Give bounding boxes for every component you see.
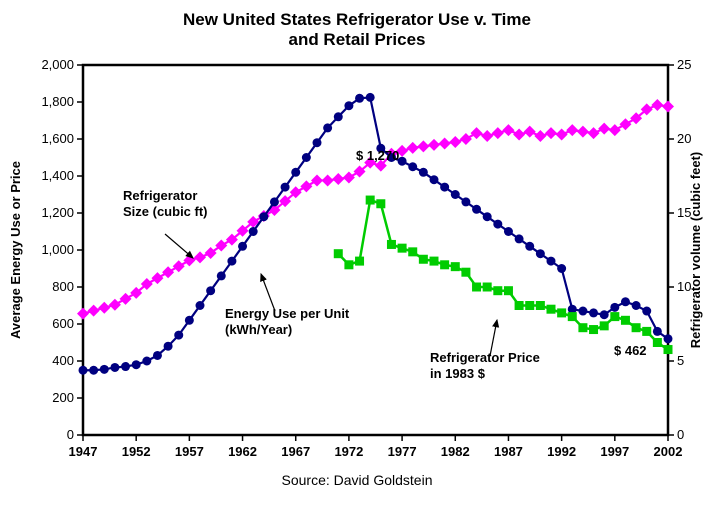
svg-text:1997: 1997: [600, 444, 629, 459]
svg-text:200: 200: [52, 390, 74, 405]
svg-text:in 1983 $: in 1983 $: [430, 366, 486, 381]
svg-text:1967: 1967: [281, 444, 310, 459]
svg-text:$ 1,270: $ 1,270: [356, 148, 399, 163]
svg-text:1977: 1977: [388, 444, 417, 459]
svg-text:1,800: 1,800: [41, 94, 74, 109]
svg-text:$ 462: $ 462: [614, 343, 647, 358]
svg-text:600: 600: [52, 316, 74, 331]
svg-text:1952: 1952: [122, 444, 151, 459]
svg-text:1,200: 1,200: [41, 205, 74, 220]
svg-text:1947: 1947: [69, 444, 98, 459]
refrigerator-chart: New United States Refrigerator Use v. Ti…: [0, 0, 715, 505]
svg-text:Refrigerator Price: Refrigerator Price: [430, 350, 540, 365]
svg-text:New United States Refrigerator: New United States Refrigerator Use v. Ti…: [183, 10, 531, 29]
svg-text:2002: 2002: [654, 444, 683, 459]
svg-text:800: 800: [52, 279, 74, 294]
svg-text:and Retail Prices: and Retail Prices: [288, 30, 425, 49]
svg-text:0: 0: [67, 427, 74, 442]
svg-text:1957: 1957: [175, 444, 204, 459]
svg-text:2,000: 2,000: [41, 57, 74, 72]
svg-text:Size (cubic ft): Size (cubic ft): [123, 204, 208, 219]
svg-text:25: 25: [677, 57, 691, 72]
svg-text:Energy Use per Unit: Energy Use per Unit: [225, 306, 350, 321]
svg-text:1962: 1962: [228, 444, 257, 459]
svg-text:400: 400: [52, 353, 74, 368]
svg-text:1,000: 1,000: [41, 242, 74, 257]
svg-text:1987: 1987: [494, 444, 523, 459]
svg-text:1982: 1982: [441, 444, 470, 459]
svg-text:1972: 1972: [334, 444, 363, 459]
svg-text:1,600: 1,600: [41, 131, 74, 146]
svg-text:5: 5: [677, 353, 684, 368]
svg-text:1,400: 1,400: [41, 168, 74, 183]
svg-text:1992: 1992: [547, 444, 576, 459]
svg-text:(kWh/Year): (kWh/Year): [225, 322, 292, 337]
svg-text:0: 0: [677, 427, 684, 442]
svg-text:Average Energy Use or Price: Average Energy Use or Price: [8, 161, 23, 339]
svg-text:20: 20: [677, 131, 691, 146]
svg-text:Refrigerator volume (cubic fee: Refrigerator volume (cubic feet): [688, 152, 703, 349]
svg-text:Refrigerator: Refrigerator: [123, 188, 197, 203]
svg-text:Source: David Goldstein: Source: David Goldstein: [282, 472, 433, 488]
